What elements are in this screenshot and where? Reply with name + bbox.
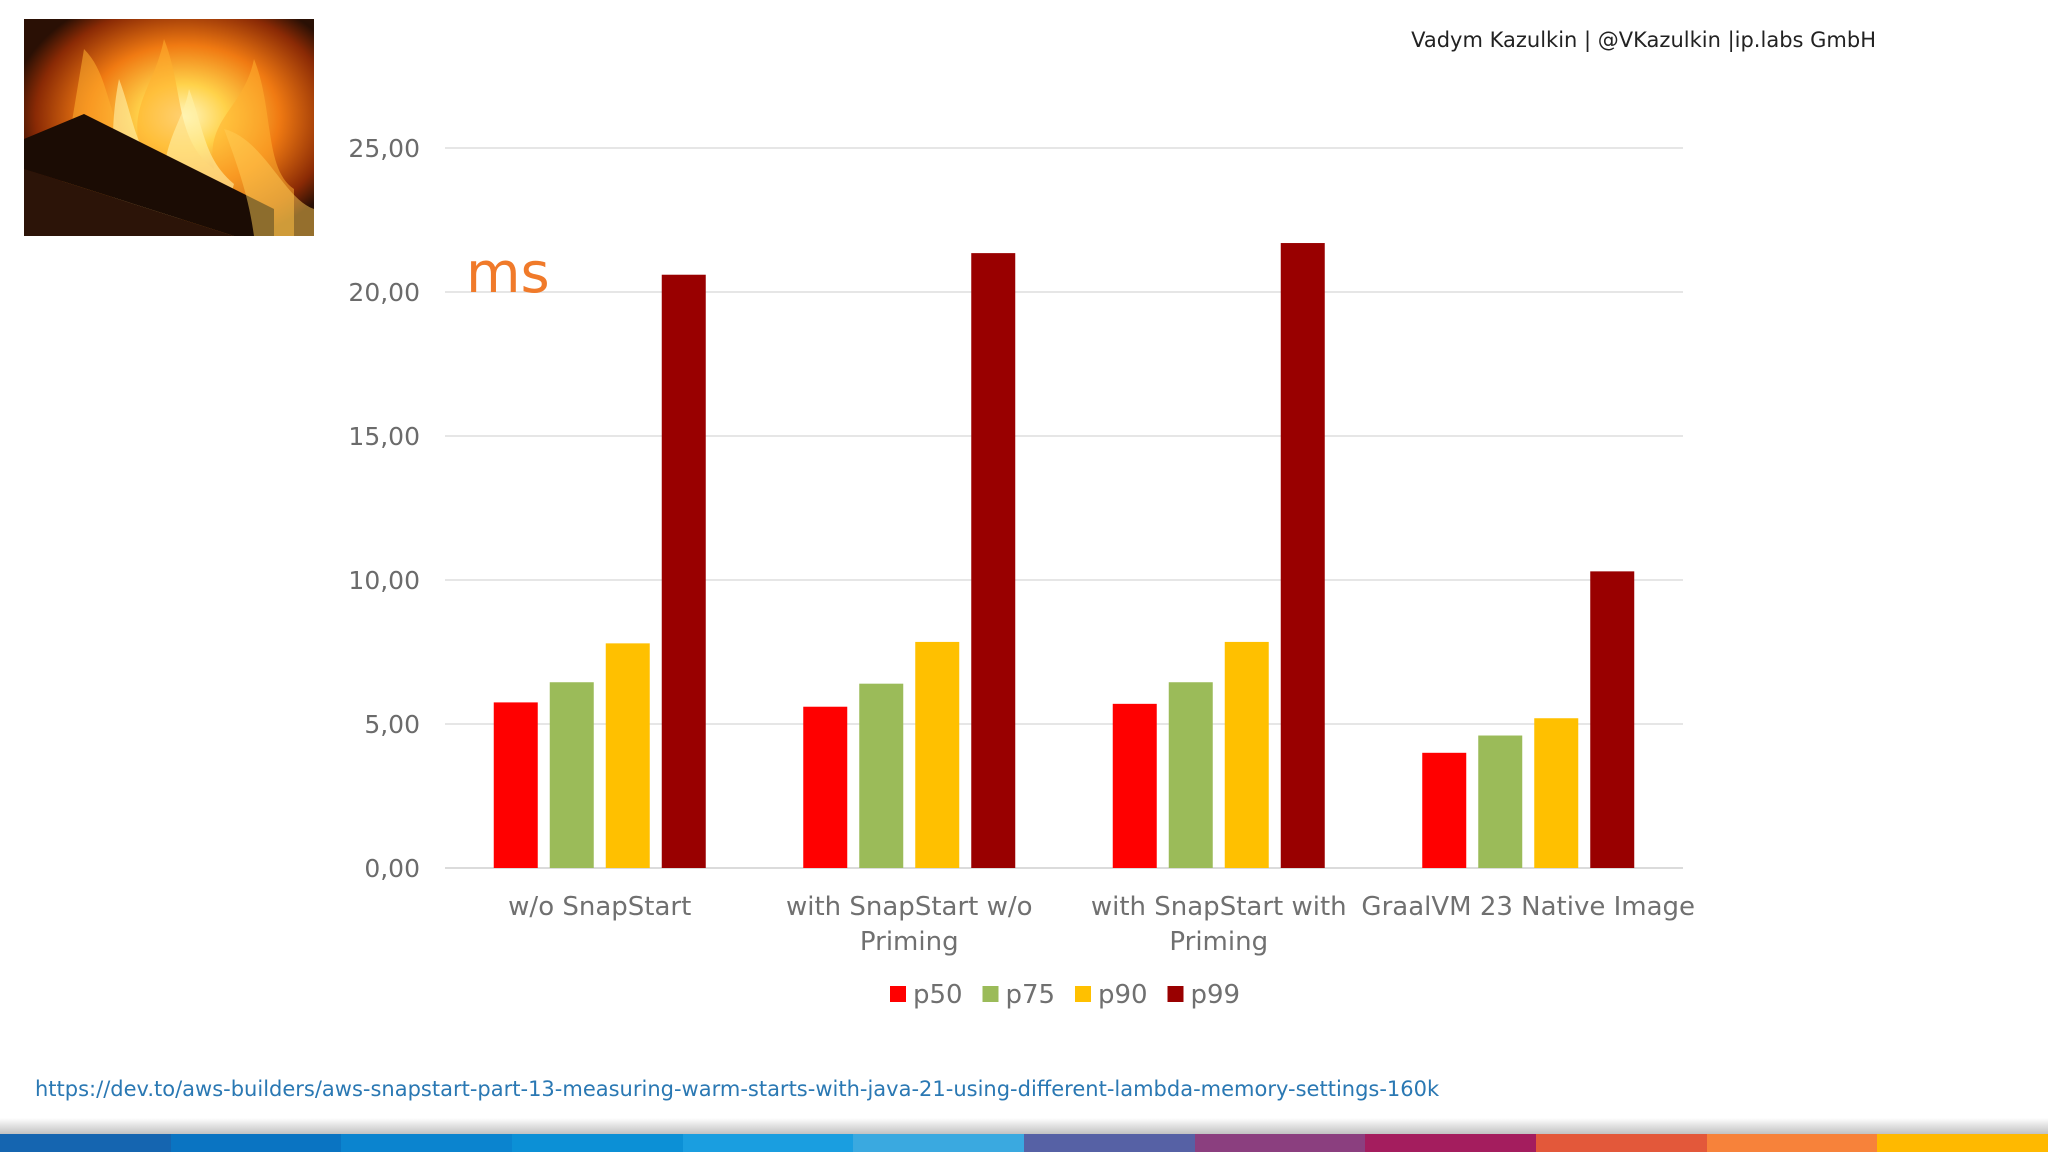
bar-p99 [1280,243,1325,869]
legend-swatch-p75 [982,986,999,1002]
footer-stripe-segment [1194,1134,1366,1152]
legend-label-p75: p75 [1006,980,1056,1010]
footer-stripe-segment [1024,1134,1195,1152]
y-tick-label: 5,00 [364,710,420,739]
bar-p99 [661,274,706,869]
x-category-label: w/o SnapStart [508,892,691,922]
legend-swatch-p99 [1167,986,1184,1002]
footer-color-stripe [0,1134,2048,1152]
footer-stripe-segment [682,1134,854,1152]
bar-p75 [1478,735,1523,868]
footer-stripe-segment [341,1134,513,1152]
y-tick-label: 25,00 [348,134,420,163]
footer-stripe-segment [170,1134,342,1152]
x-category-label: GraalVM 23 Native Image [1361,892,1695,922]
y-tick-label: 10,00 [348,566,420,595]
bar-p90 [1534,718,1579,868]
bar-p99 [971,253,1016,868]
bar-p99 [1590,571,1635,868]
bar-p75 [859,683,904,868]
y-unit-label: ms [466,241,550,306]
y-tick-label: 15,00 [348,422,420,451]
bar-p50 [1112,703,1157,868]
campfire-photo [24,19,314,236]
bar-p90 [605,643,650,868]
footer-shadow [0,1118,2048,1134]
bar-p50 [1422,752,1467,868]
slide-attribution: Vadym Kazulkin | @VKazulkin |ip.labs Gmb… [1411,28,1876,52]
source-link[interactable]: https://dev.to/aws-builders/aws-snapstar… [35,1077,1440,1101]
footer-stripe-segment [1706,1134,1878,1152]
bar-p90 [1224,641,1269,868]
bar-p50 [493,702,538,868]
x-category-label: Priming [1169,927,1268,957]
legend-swatch-p50 [890,986,906,1002]
bar-p90 [915,641,960,868]
bar-p75 [1168,682,1213,868]
bar-p75 [549,682,594,868]
footer-stripe-segment [1365,1134,1537,1152]
footer-stripe-segment [1536,1134,1707,1152]
x-category-label: with SnapStart with [1091,892,1347,922]
y-tick-label: 20,00 [348,278,420,307]
footer-stripe-segment [0,1134,171,1152]
x-category-label: Priming [860,927,959,957]
legend-swatch-p90 [1075,986,1091,1002]
x-category-label: with SnapStart w/o [786,892,1033,922]
footer-stripe-segment [512,1134,683,1152]
legend-label-p50: p50 [913,980,963,1010]
legend-label-p90: p90 [1098,980,1148,1010]
legend-label-p99: p99 [1191,980,1241,1010]
y-tick-label: 0,00 [364,854,420,883]
footer-stripe-segment [853,1134,1025,1152]
footer-stripe-segment [1877,1134,2048,1152]
bar-p50 [803,706,848,868]
